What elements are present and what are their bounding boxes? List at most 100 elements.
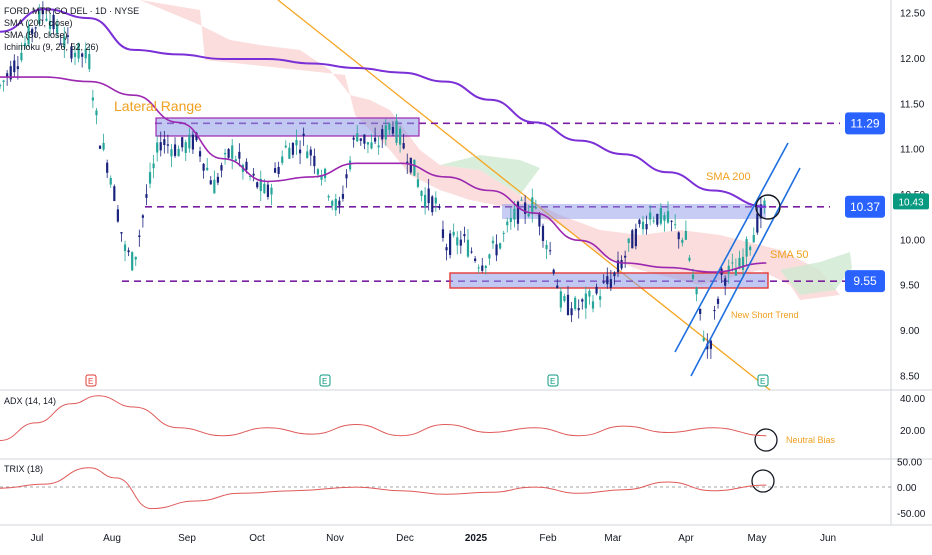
sma200-line[interactable]	[0, 8, 767, 208]
trend-channel-upper[interactable]	[674, 142, 789, 353]
candle-body	[431, 196, 434, 213]
crossover-circle	[755, 194, 781, 220]
sma200-label: SMA 200	[706, 171, 751, 183]
candle-body	[316, 169, 320, 175]
candle-body	[20, 52, 23, 61]
candle-body	[366, 142, 370, 145]
event-marker-4[interactable]	[757, 374, 769, 387]
candle-body	[434, 197, 437, 204]
candle-body	[684, 230, 687, 240]
trix-legend[interactable]: TRIX (18)	[4, 464, 43, 474]
candle-body	[645, 224, 648, 230]
price-tick-label: 11.50	[900, 99, 925, 110]
support-zone-box[interactable]	[449, 272, 769, 289]
time-tick-label: Apr	[678, 533, 694, 544]
lateral-range-label: Lateral Range	[114, 98, 202, 114]
candle-body	[602, 281, 605, 283]
event-marker-3[interactable]	[547, 374, 559, 387]
candle-body	[513, 208, 516, 220]
candle-body	[702, 338, 705, 341]
level-badge-10.37[interactable]	[845, 195, 885, 218]
event-marker-2-text: E	[322, 377, 327, 386]
sma50-line[interactable]	[0, 76, 767, 273]
adx-legend[interactable]: ADX (14, 14)	[4, 396, 56, 406]
last-price-badge[interactable]	[893, 193, 929, 210]
candle-body	[695, 287, 698, 295]
legend-ichimoku[interactable]: Ichimoku (9, 26, 52, 26)	[4, 42, 99, 52]
candle-body	[163, 139, 166, 146]
trix-line[interactable]	[0, 467, 767, 510]
trend-channel-lower[interactable]	[690, 167, 801, 377]
candle-body	[188, 134, 191, 149]
candle-body	[256, 182, 259, 188]
level-badge-11.29[interactable]	[845, 112, 885, 135]
adx-line[interactable]	[0, 395, 767, 441]
candle-body	[756, 213, 759, 233]
sma200-zone-box[interactable]	[502, 204, 766, 219]
price-tick-label: 9.00	[900, 326, 920, 337]
candle-body	[27, 26, 30, 45]
candle-body	[81, 53, 84, 57]
candle-body	[699, 308, 702, 314]
candle-body	[499, 243, 502, 249]
time-tick-label: Jun	[820, 533, 836, 544]
price-tick-label: 12.50	[900, 9, 925, 20]
candle-body	[84, 48, 87, 59]
candle-body	[277, 166, 280, 174]
candle-body	[123, 244, 127, 251]
candle-body	[613, 272, 616, 277]
legend-sma200[interactable]: SMA (200, close)	[4, 18, 73, 28]
candle-body	[348, 160, 352, 170]
candle-body	[506, 221, 509, 226]
candle-body	[402, 143, 405, 149]
candle-body	[173, 144, 177, 156]
candle-body	[91, 97, 94, 101]
candle-body	[445, 247, 448, 251]
candle-body	[391, 127, 395, 134]
lateral-range-box[interactable]	[155, 117, 420, 137]
candle-body	[413, 159, 416, 176]
candle-body	[231, 145, 234, 159]
candle-body	[502, 232, 505, 234]
candle-body	[45, 18, 48, 21]
candle-body	[456, 237, 459, 246]
candle-body	[2, 80, 5, 82]
candle-body	[63, 36, 66, 48]
candle-body	[759, 204, 762, 219]
ichimoku-cloud	[140, 0, 852, 300]
candle-body	[152, 163, 155, 169]
candle-body	[641, 221, 645, 230]
candle-body	[77, 42, 80, 59]
candle-body	[6, 73, 9, 78]
candle-body	[509, 218, 512, 223]
candle-body	[370, 142, 373, 149]
candle-body	[577, 308, 580, 311]
candle-body	[320, 175, 323, 180]
level-badge-text: 9.55	[853, 274, 877, 288]
candle-body	[170, 149, 173, 157]
event-marker-2[interactable]	[319, 374, 331, 387]
candle-body	[552, 269, 555, 274]
candle-body	[474, 258, 477, 262]
candle-body	[574, 297, 577, 309]
candle-body	[56, 23, 59, 33]
price-candles	[0, 1, 766, 359]
downtrend-line[interactable]	[277, 0, 771, 391]
candle-body	[373, 137, 377, 142]
candle-body	[716, 298, 720, 304]
legend-symbol[interactable]: FORD MTR CO DEL · 1D · NYSE	[4, 6, 139, 16]
price-tick-label: 11.00	[900, 145, 925, 156]
candle-body	[531, 197, 534, 214]
time-axis-ticks: Jul Aug Sep Oct Nov Dec 2025 Feb Mar Apr May Jun	[31, 533, 836, 544]
candle-body	[559, 291, 562, 308]
earnings-marker-1[interactable]	[85, 374, 97, 387]
candle-body	[288, 147, 291, 159]
candle-body	[638, 219, 641, 225]
time-tick-label: Oct	[249, 533, 265, 544]
legend-sma50[interactable]: SMA (50, close)	[4, 30, 68, 40]
candle-body	[148, 172, 152, 184]
candle-body	[609, 279, 612, 288]
price-legend: FORD MTR CO DEL · 1D · NYSE SMA (200, cl…	[4, 6, 139, 52]
level-badge-9.55[interactable]	[845, 270, 885, 293]
